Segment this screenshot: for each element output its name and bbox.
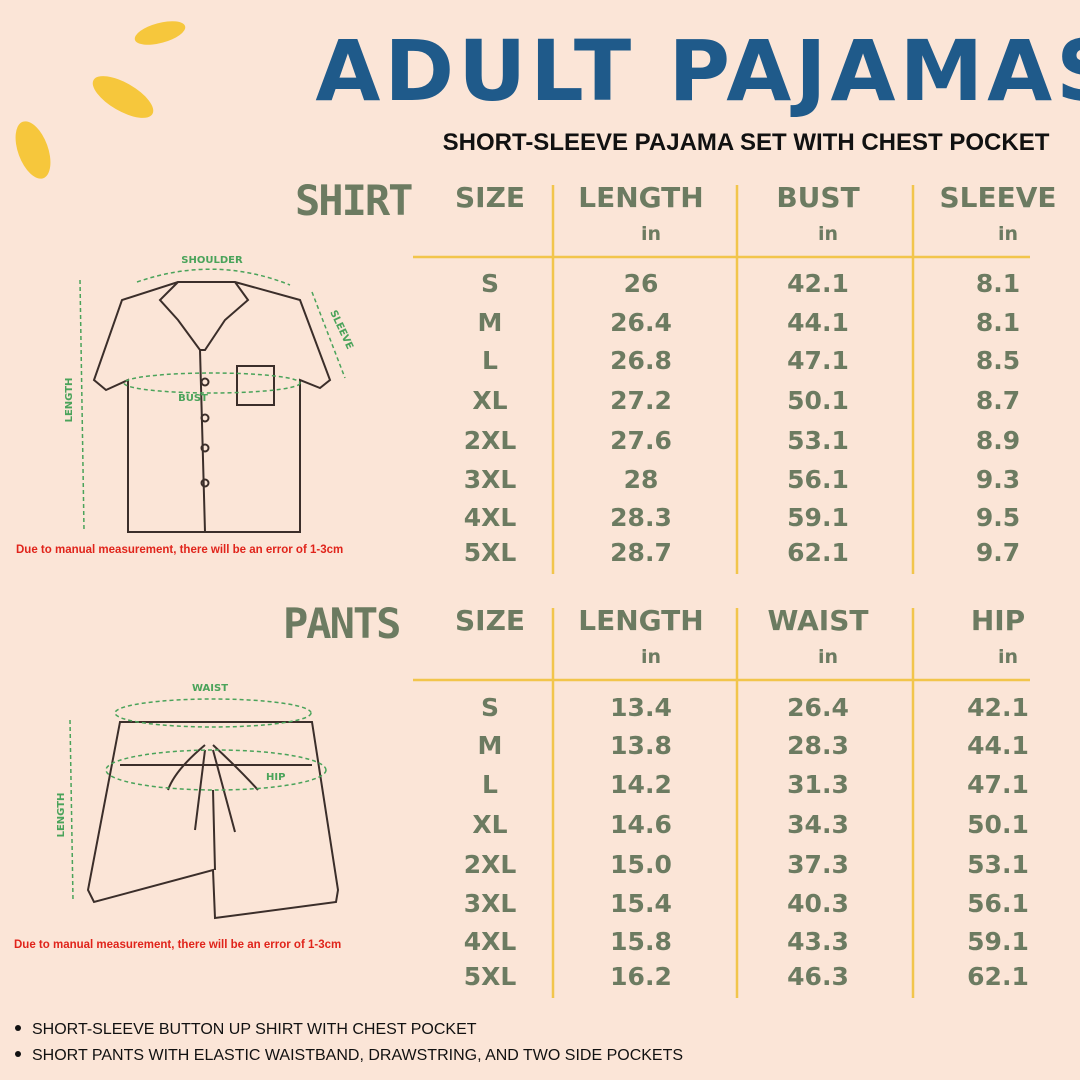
column-header: LENGTH <box>578 181 703 214</box>
value-cell: 31.3 <box>787 770 849 799</box>
note: Due to manual measurement, there will be… <box>14 939 341 951</box>
value-cell: 47.1 <box>967 770 1029 799</box>
value-cell: 27.6 <box>610 426 672 455</box>
feature-list: SHORT-SLEEVE BUTTON UP SHIRT WITH CHEST … <box>15 1021 683 1064</box>
value-cell: 37.3 <box>787 850 849 879</box>
value-cell: 56.1 <box>967 889 1029 918</box>
size-cell: L <box>482 346 498 375</box>
size-cell: 5XL <box>464 962 517 991</box>
size-cell: 2XL <box>464 426 517 455</box>
size-cell: S <box>481 693 499 722</box>
value-cell: 62.1 <box>787 538 849 567</box>
section-label: PANTS <box>283 599 399 648</box>
value-cell: 8.9 <box>976 426 1020 455</box>
size-cell: 4XL <box>464 927 517 956</box>
size-cell: M <box>478 308 503 337</box>
value-cell: 14.2 <box>610 770 672 799</box>
column-unit: in <box>641 646 661 668</box>
value-cell: 28.3 <box>787 731 849 760</box>
value-cell: 8.5 <box>976 346 1020 375</box>
value-cell: 28.3 <box>610 503 672 532</box>
column-header: SIZE <box>455 604 525 637</box>
value-cell: 56.1 <box>787 465 849 494</box>
note: Due to manual measurement, there will be… <box>16 544 343 556</box>
value-cell: 50.1 <box>967 810 1029 839</box>
size-cell: 3XL <box>464 465 517 494</box>
value-cell: 26.4 <box>787 693 849 722</box>
value-cell: 14.6 <box>610 810 672 839</box>
value-cell: 9.7 <box>976 538 1020 567</box>
column-unit: in <box>818 646 838 668</box>
value-cell: 46.3 <box>787 962 849 991</box>
value-cell: 42.1 <box>787 269 849 298</box>
value-cell: 44.1 <box>787 308 849 337</box>
value-cell: 15.8 <box>610 927 672 956</box>
waist-label: WAIST <box>192 683 228 694</box>
section-label: SHIRT <box>295 176 412 225</box>
value-cell: 43.3 <box>787 927 849 956</box>
size-cell: XL <box>472 386 507 415</box>
shirt-illustration: SHOULDER SLEEVE BUST LENGTH <box>64 255 355 533</box>
bust-label: BUST <box>178 393 208 404</box>
value-cell: 15.4 <box>610 889 672 918</box>
value-cell: 59.1 <box>967 927 1029 956</box>
column-header: SIZE <box>455 181 525 214</box>
length-label: LENGTH <box>64 378 75 423</box>
pants-illustration: WAIST HIP LENGTH <box>56 683 340 920</box>
column-header: BUST <box>776 181 859 214</box>
value-cell: 42.1 <box>967 693 1029 722</box>
size-cell: 2XL <box>464 850 517 879</box>
column-header: HIP <box>971 604 1025 637</box>
value-cell: 27.2 <box>610 386 672 415</box>
length-label: LENGTH <box>56 793 67 838</box>
shoulder-label: SHOULDER <box>181 255 243 266</box>
value-cell: 15.0 <box>610 850 672 879</box>
value-cell: 16.2 <box>610 962 672 991</box>
value-cell: 8.7 <box>976 386 1020 415</box>
feature: SHORT PANTS WITH ELASTIC WAISTBAND, DRAW… <box>32 1047 683 1064</box>
value-cell: 62.1 <box>967 962 1029 991</box>
value-cell: 59.1 <box>787 503 849 532</box>
size-cell: L <box>482 770 498 799</box>
value-cell: 9.3 <box>976 465 1020 494</box>
value-cell: 40.3 <box>787 889 849 918</box>
value-cell: 34.3 <box>787 810 849 839</box>
value-cell: 9.5 <box>976 503 1020 532</box>
size-cell: 3XL <box>464 889 517 918</box>
column-header: LENGTH <box>578 604 703 637</box>
title: ADULT PAJAMAS <box>315 22 1080 120</box>
value-cell: 44.1 <box>967 731 1029 760</box>
value-cell: 26.4 <box>610 308 672 337</box>
subtitle: SHORT-SLEEVE PAJAMA SET WITH CHEST POCKE… <box>443 129 1050 156</box>
value-cell: 47.1 <box>787 346 849 375</box>
feature: SHORT-SLEEVE BUTTON UP SHIRT WITH CHEST … <box>32 1021 477 1038</box>
size-cell: 5XL <box>464 538 517 567</box>
value-cell: 13.4 <box>610 693 672 722</box>
size-cell: 4XL <box>464 503 517 532</box>
value-cell: 13.8 <box>610 731 672 760</box>
column-header: WAIST <box>768 604 869 637</box>
size-cell: M <box>478 731 503 760</box>
column-unit: in <box>641 223 661 245</box>
value-cell: 26 <box>624 269 659 298</box>
column-header: SLEEVE <box>939 181 1056 214</box>
value-cell: 28.7 <box>610 538 672 567</box>
value-cell: 26.8 <box>610 346 672 375</box>
value-cell: 53.1 <box>967 850 1029 879</box>
column-unit: in <box>818 223 838 245</box>
size-cell: XL <box>472 810 507 839</box>
value-cell: 53.1 <box>787 426 849 455</box>
value-cell: 8.1 <box>976 308 1020 337</box>
sleeve-label: SLEEVE <box>327 309 355 352</box>
size-cell: S <box>481 269 499 298</box>
column-unit: in <box>998 223 1018 245</box>
column-unit: in <box>998 646 1018 668</box>
hip-label: HIP <box>266 772 285 783</box>
value-cell: 28 <box>624 465 659 494</box>
value-cell: 50.1 <box>787 386 849 415</box>
decoration <box>15 21 186 179</box>
value-cell: 8.1 <box>976 269 1020 298</box>
